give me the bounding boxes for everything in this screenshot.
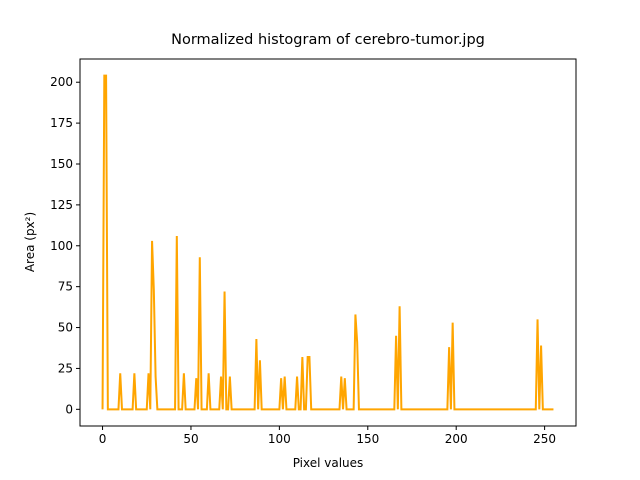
x-tick-label: 50	[183, 432, 198, 446]
y-tick-label: 25	[58, 361, 73, 375]
y-tick-label: 125	[50, 198, 73, 212]
y-tick-label: 100	[50, 239, 73, 253]
x-tick-label: 150	[356, 432, 379, 446]
x-axis-label: Pixel values	[293, 456, 364, 470]
y-axis-label: Area (px²)	[23, 212, 37, 272]
y-tick-label: 175	[50, 116, 73, 130]
y-tick-label: 50	[58, 321, 73, 335]
data-line	[101, 74, 554, 411]
x-tick-label: 0	[99, 432, 107, 446]
x-tick-label: 250	[533, 432, 556, 446]
y-tick-label: 75	[58, 280, 73, 294]
y-tick-label: 150	[50, 157, 73, 171]
chart-title: Normalized histogram of cerebro-tumor.jp…	[171, 32, 485, 48]
y-tick-label: 0	[65, 402, 73, 416]
plot-frame	[79, 58, 577, 427]
x-tick-label: 200	[445, 432, 468, 446]
y-tick-label: 200	[50, 75, 73, 89]
x-tick-label: 100	[268, 432, 291, 446]
